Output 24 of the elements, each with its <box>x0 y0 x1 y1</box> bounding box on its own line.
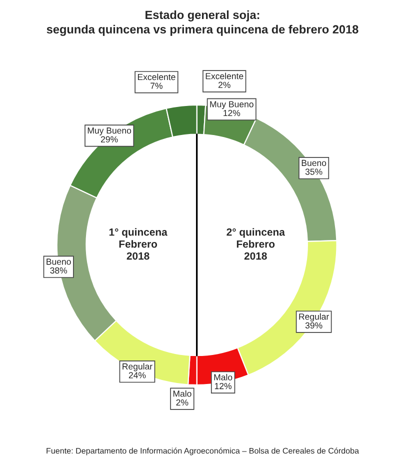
text: 1° quincena Febrero 2018 <box>109 228 168 260</box>
data-label: 24% <box>128 372 146 378</box>
slice-label: Bueno <box>302 160 326 166</box>
slice-label: Regular <box>299 313 329 322</box>
chart-title: Estado general soja: segunda quincena vs primera quincena de febrero 2018 <box>46 10 358 36</box>
data-label: 29% <box>101 136 118 142</box>
data-label: 39% <box>305 322 322 329</box>
data-label: 12% <box>214 382 232 390</box>
text: 2° quincena Febrero 2018 <box>226 228 285 260</box>
slice-label: Excelente <box>206 72 244 80</box>
source-note: Fuente: Departamento de Información Agroeconómica – Bolsa de Cereales de Córdoba <box>46 448 360 456</box>
data-label: 2% <box>176 399 188 406</box>
data-label: 38% <box>50 267 68 274</box>
data-label: 2% <box>218 82 230 88</box>
data-label: 12% <box>224 110 240 116</box>
slice-label: Malo <box>214 374 232 380</box>
slice-label: Bueno <box>46 258 71 265</box>
data-label: 7% <box>150 82 162 89</box>
slice-label: Muy Bueno <box>210 101 254 110</box>
slice-label: Malo <box>173 390 192 397</box>
slice-label: Regular <box>122 363 152 372</box>
slice-label: Excelente <box>138 74 176 80</box>
slice-label: Muy Bueno <box>88 128 132 136</box>
data-label: 35% <box>305 168 322 175</box>
